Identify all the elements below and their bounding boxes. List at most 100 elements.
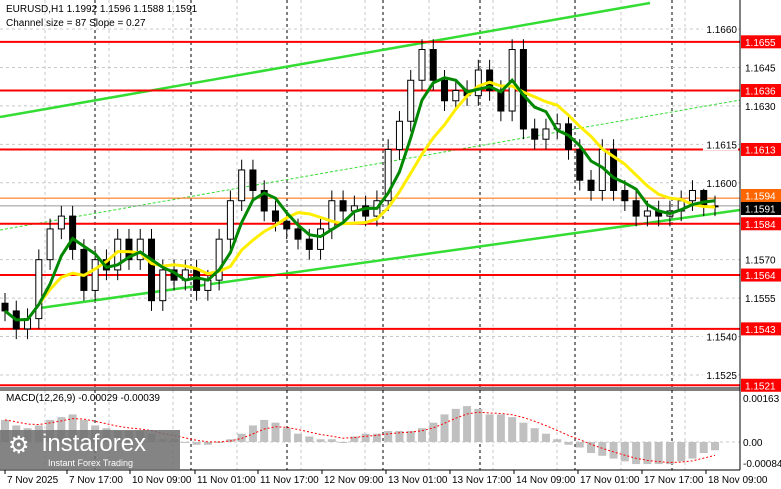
ma-slow-line (37, 80, 716, 306)
level-label-bg (741, 268, 781, 282)
level-lines (0, 40, 740, 387)
macd-bar (564, 442, 573, 445)
candle (497, 90, 505, 112)
candle (215, 238, 223, 281)
y-tick-label-bg (703, 369, 738, 382)
candle (328, 200, 336, 230)
macd-bar (350, 436, 359, 442)
candle (283, 220, 291, 230)
y-tick-label: 1.1630 (745, 102, 776, 113)
macd-bar (181, 442, 190, 443)
macd-bar (372, 433, 381, 442)
candle (395, 120, 403, 150)
macd-bar (429, 422, 438, 442)
macd-bar (203, 442, 212, 445)
y-tick-label: 1.1525 (706, 371, 737, 382)
channel-info: Channel size = 87 Slope = 0.27 (6, 18, 146, 29)
candle (136, 238, 144, 261)
macd-bar (384, 430, 393, 442)
macd-tick-label: 0.00163 (743, 394, 780, 405)
level-label: 1.1613 (745, 145, 776, 156)
y-tick-label-bg (703, 176, 738, 189)
y-tick-label: 1.1615 (706, 140, 737, 151)
y-tick-label: 1.1660 (706, 25, 737, 36)
macd-bar (496, 414, 505, 442)
candle (587, 179, 595, 191)
x-tick-label: 12 Nov 09:00 (324, 475, 384, 486)
candle (643, 210, 651, 217)
x-tick-label: 7 Nov 17:00 (69, 475, 123, 486)
y-tick-label-bg (703, 330, 738, 343)
macd-bar (508, 417, 517, 442)
level-label-bg (741, 217, 781, 231)
macd-bar (665, 442, 674, 465)
candle (474, 69, 482, 97)
candle (238, 169, 246, 202)
macd-bar (395, 430, 404, 442)
macd-bar (440, 414, 449, 442)
macd-bar (541, 433, 550, 442)
candle (35, 259, 43, 320)
macd-bar (282, 428, 291, 442)
candle (407, 79, 415, 122)
level-label: 1.1655 (745, 38, 776, 49)
macd-bar (677, 442, 686, 462)
candle (519, 49, 527, 130)
candle (294, 228, 302, 240)
macd-bar (339, 442, 348, 443)
x-tick-label: 17 Nov 01:00 (580, 475, 640, 486)
symbol-info: EURUSD,H1 1.1992 1.1596 1.1588 1.1591 (6, 4, 198, 15)
candle (531, 128, 539, 140)
candle (621, 189, 629, 202)
level-label: 1.1636 (745, 87, 776, 98)
macd-bar (451, 408, 460, 442)
gear-icon: ⚙ (8, 432, 30, 459)
y-tick-label: 1.1555 (745, 294, 776, 305)
candle (1, 302, 9, 312)
macd-bar (575, 442, 584, 448)
y-tick-label-bg (703, 138, 738, 151)
macd-tick-label: -0.00084 (743, 459, 781, 470)
macd-bar (711, 442, 719, 451)
macd-bar (519, 422, 528, 442)
candle (339, 200, 347, 212)
macd-bar (361, 433, 370, 442)
watermark-logo: ⚙ instaforex Instant Forex Trading (0, 430, 180, 470)
macd-bar (316, 439, 325, 442)
candle (193, 269, 201, 291)
candle (46, 228, 54, 261)
macd-bar (463, 406, 472, 442)
candle (576, 148, 584, 181)
macd-bar (271, 422, 280, 442)
macd-bar (417, 428, 426, 442)
brand-text: instaforex (42, 430, 147, 457)
channel-lower-line (39, 208, 741, 310)
macd-bar (688, 442, 697, 459)
y-tick-label: 1.1600 (706, 179, 737, 190)
x-tick-label: 18 Nov 09:00 (708, 475, 768, 486)
macd-bar (530, 428, 539, 442)
candle (542, 128, 550, 140)
candle (441, 79, 449, 102)
bid-label: 1.1594 (745, 192, 776, 203)
time-axis: 7 Nov 2025 7 Nov 17:00 10 Nov 09:00 11 Nov … (4, 470, 768, 486)
candle (159, 269, 167, 302)
level-label-bg (741, 322, 781, 336)
candle (148, 238, 156, 302)
macd-bar (699, 442, 708, 454)
macd-bar (294, 433, 303, 442)
x-tick-label: 13 Nov 01:00 (388, 475, 448, 486)
macd-bar (620, 442, 629, 462)
macd-bar (237, 433, 246, 442)
macd-bar (215, 442, 224, 443)
candle (249, 169, 257, 191)
macd-bar (192, 442, 201, 445)
macd-bar (553, 439, 562, 442)
macd-signal-line (4, 411, 716, 464)
candle (91, 259, 99, 291)
channel-upper-line (0, 1, 651, 119)
x-tick-label: 14 Nov 09:00 (516, 475, 576, 486)
candle (452, 90, 460, 102)
